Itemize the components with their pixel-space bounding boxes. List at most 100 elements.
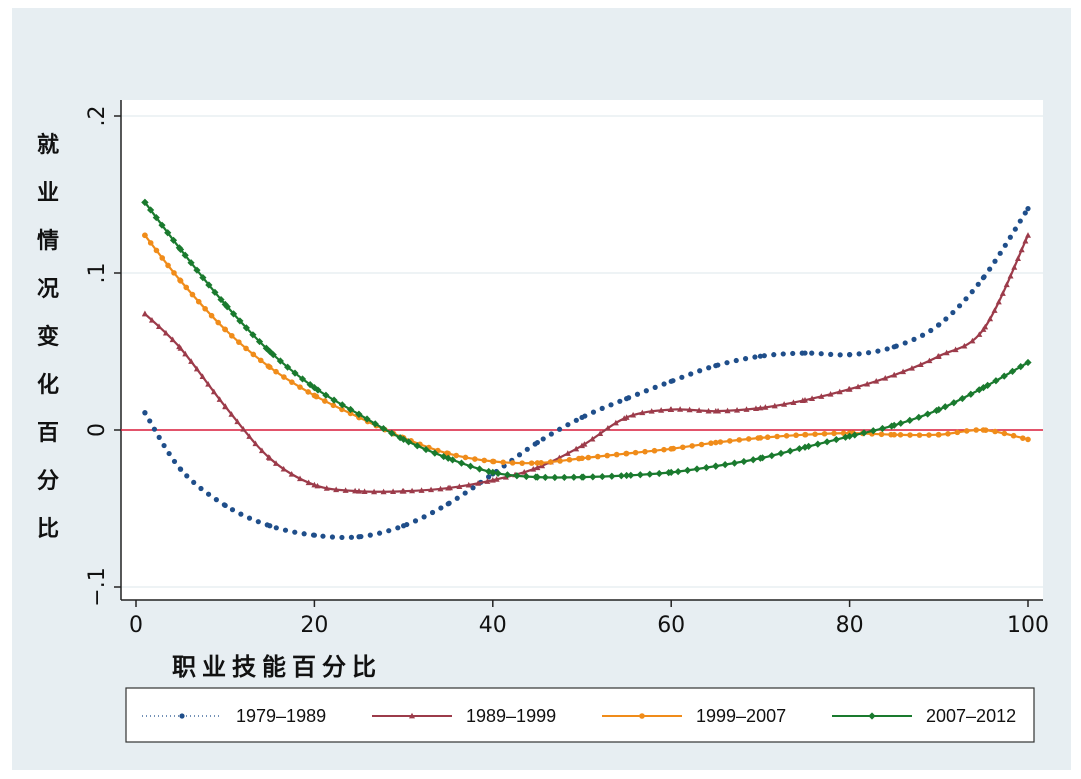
series-marker [677,406,684,412]
series-marker [594,453,601,460]
series-marker [421,514,427,520]
series-marker [556,426,563,432]
series-marker [724,407,731,414]
series-marker [234,418,241,425]
series-marker [453,452,460,459]
series-marker [771,402,778,409]
series-marker [598,472,606,481]
series-marker [768,452,776,460]
series-marker [679,374,685,380]
y-tick-label: .1 [85,263,110,284]
series-marker [992,258,998,264]
series-marker [215,319,221,326]
series-marker [475,465,484,473]
data-point [668,446,674,452]
series-marker [466,462,475,470]
series-marker [984,381,992,389]
series-marker [943,349,950,356]
series-marker [282,527,289,533]
series-marker [992,377,1000,385]
series-marker [1022,237,1029,244]
series-marker [749,456,757,464]
axes: 0 20 40 60 80 100 −.1 0 .1 .2 [85,100,1049,638]
series-marker [205,381,212,387]
data-point [980,326,987,332]
series-marker [202,305,208,312]
series-marker [418,487,425,493]
series-marker [291,369,299,377]
series-marker [481,457,488,464]
y-tick-label: 0 [85,423,110,437]
series-marker [330,396,338,404]
series-marker [973,427,979,433]
series-marker [795,445,803,453]
series-marker [570,473,578,481]
series-marker [832,435,840,444]
series-marker [242,324,250,332]
series-marker [658,407,665,413]
series-marker [413,442,421,450]
series-marker [585,454,592,461]
data-point [355,410,363,418]
x-tick-label: 40 [479,613,507,638]
series-marker [897,432,904,438]
data-point [623,450,630,457]
series-marker [161,442,167,449]
series-marker [878,424,887,433]
series-marker [1000,372,1008,380]
series-marker [456,483,463,489]
series-marker [708,440,714,446]
series-marker [724,360,730,366]
series-marker [346,405,355,414]
series-marker [484,478,491,484]
data-point [801,443,809,451]
series-marker [371,420,379,428]
series-marker [745,436,752,442]
series-marker [604,452,611,459]
data-point [667,468,675,476]
series-marker [752,405,759,411]
data-point [400,488,407,494]
series-marker [273,525,279,531]
series-marker [911,336,917,342]
series-marker [486,474,492,480]
data-point [624,396,630,402]
series-marker [907,432,913,438]
series-marker [693,465,701,473]
y-axis-label-char: 比 [37,517,59,542]
series-marker [475,480,482,486]
x-tick-label: 100 [1007,613,1049,638]
series-marker [386,528,392,534]
data-point [891,344,897,350]
series-marker [390,488,397,494]
legend-entry: 1999–2007 [602,706,786,726]
series-marker [639,409,646,416]
data-point [489,468,497,476]
series-marker [1017,218,1023,224]
data-point [757,435,764,441]
series-marker [250,351,257,358]
series-marker [297,384,303,390]
legend-swatch-marker [639,713,645,719]
series-marker [305,389,311,395]
series-marker [195,298,202,305]
series-marker [774,433,780,440]
data-point [310,384,318,392]
series-marker [289,379,295,385]
series-marker [412,518,419,524]
series-marker [856,351,862,357]
data-point [1025,206,1031,212]
series-marker [924,410,932,418]
series-marker [437,485,444,492]
data-point [847,352,853,358]
series-marker [380,488,387,495]
series-marker [837,352,843,358]
data-point [712,462,720,470]
series-marker [956,303,963,309]
series-marker [348,534,355,540]
series-marker [661,381,667,387]
series-marker [493,476,500,482]
series-marker [902,340,908,346]
x-tick-label: 0 [129,613,143,638]
